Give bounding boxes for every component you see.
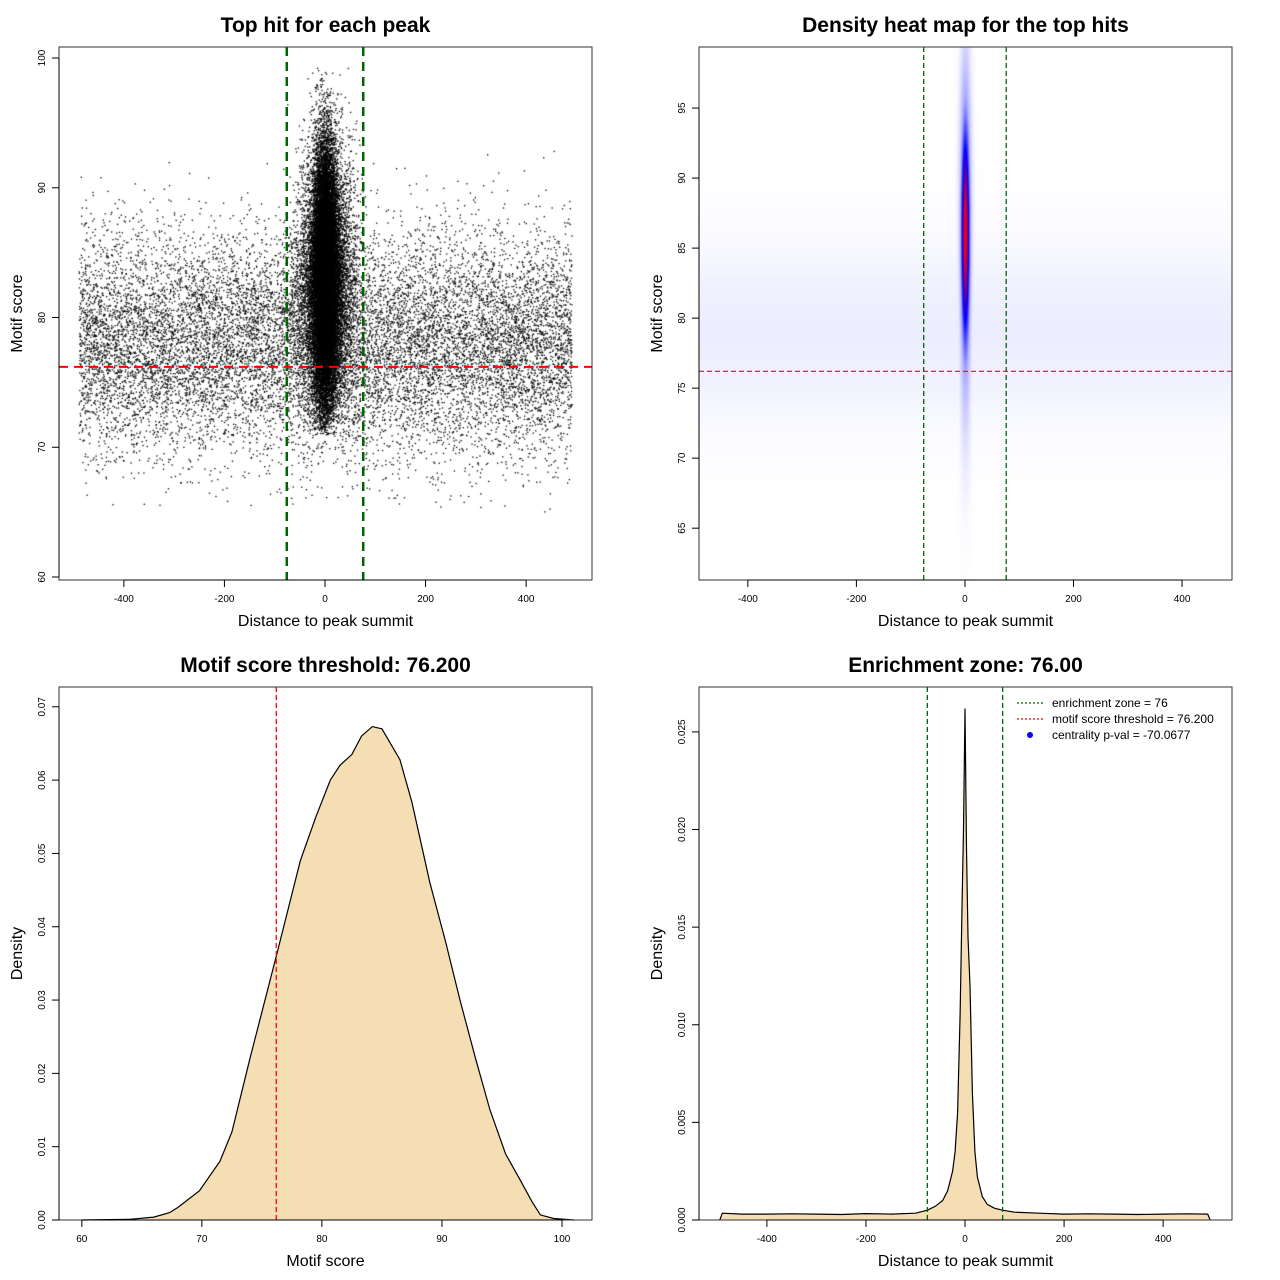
y-tick-label: 0.015 bbox=[677, 914, 688, 939]
x-tick-label: -200 bbox=[846, 594, 866, 605]
x-tick-label: -400 bbox=[738, 594, 758, 605]
density-heatmap bbox=[699, 47, 1232, 580]
x-tick-label: 100 bbox=[554, 1234, 571, 1245]
x-tick-label: -200 bbox=[856, 1234, 876, 1245]
y-tick-label: 0.04 bbox=[37, 917, 48, 937]
chart-title: Density heat map for the top hits bbox=[802, 14, 1129, 37]
density-fill bbox=[81, 726, 575, 1220]
y-tick-label: 90 bbox=[37, 182, 48, 194]
y-tick-label: 0.005 bbox=[677, 1109, 688, 1134]
y-tick-label: 90 bbox=[677, 172, 688, 184]
chart-title: Enrichment zone: 76.00 bbox=[848, 654, 1083, 677]
x-tick-label: 200 bbox=[1065, 594, 1082, 605]
y-tick-label: 0.07 bbox=[37, 697, 48, 717]
y-tick-label: 65 bbox=[677, 522, 688, 534]
x-tick-label: 0 bbox=[962, 594, 968, 605]
x-tick-label: 400 bbox=[518, 594, 535, 605]
x-tick-label: 200 bbox=[417, 594, 434, 605]
y-tick-label: 80 bbox=[37, 312, 48, 324]
legend-label: centrality p-val = -70.0677 bbox=[1052, 728, 1191, 742]
x-tick-label: 200 bbox=[1056, 1234, 1073, 1245]
density-fill bbox=[719, 708, 1211, 1220]
legend-label: enrichment zone = 76 bbox=[1052, 696, 1168, 710]
y-tick-label: 70 bbox=[37, 441, 48, 453]
y-tick-label: 0.03 bbox=[37, 990, 48, 1010]
x-tick-label: -200 bbox=[214, 594, 234, 605]
x-axis-label: Distance to peak summit bbox=[878, 1253, 1054, 1270]
y-tick-label: 0.025 bbox=[677, 719, 688, 744]
x-tick-label: -400 bbox=[114, 594, 134, 605]
y-tick-label: 0.02 bbox=[37, 1063, 48, 1083]
legend-label: motif score threshold = 76.200 bbox=[1052, 712, 1214, 726]
density-curve bbox=[719, 708, 1211, 1221]
x-tick-label: 0 bbox=[962, 1234, 968, 1245]
x-tick-label: -400 bbox=[757, 1234, 777, 1245]
x-tick-label: 80 bbox=[316, 1234, 328, 1245]
y-tick-label: 0.05 bbox=[37, 843, 48, 863]
y-tick-label: 0.06 bbox=[37, 770, 48, 790]
plot-frame bbox=[58, 46, 593, 581]
chart-title: Motif score threshold: 76.200 bbox=[180, 654, 471, 677]
y-tick-label: 95 bbox=[677, 102, 688, 114]
x-tick-label: 0 bbox=[322, 594, 328, 605]
x-tick-label: 90 bbox=[436, 1234, 448, 1245]
chart-title: Top hit for each peak bbox=[221, 14, 431, 37]
y-tick-label: 75 bbox=[677, 382, 688, 394]
x-axis-label: Motif score bbox=[286, 1253, 364, 1270]
y-tick-label: 60 bbox=[37, 571, 48, 583]
y-tick-label: 0.010 bbox=[677, 1012, 688, 1037]
y-axis-label: Density bbox=[9, 927, 26, 980]
y-tick-label: 80 bbox=[677, 312, 688, 324]
y-axis-label: Motif score bbox=[9, 274, 26, 352]
y-tick-label: 70 bbox=[677, 452, 688, 464]
x-tick-label: 400 bbox=[1174, 594, 1191, 605]
y-axis-label: Density bbox=[649, 927, 666, 980]
y-tick-label: 85 bbox=[677, 242, 688, 254]
scatter-points bbox=[59, 47, 592, 580]
x-tick-label: 60 bbox=[76, 1234, 88, 1245]
y-tick-label: 100 bbox=[37, 49, 48, 66]
y-tick-label: 0.000 bbox=[677, 1207, 688, 1232]
y-tick-label: 0.01 bbox=[37, 1137, 48, 1157]
density-curve bbox=[81, 725, 575, 1221]
y-tick-label: 0.00 bbox=[37, 1210, 48, 1230]
y-axis-label: Motif score bbox=[649, 274, 666, 352]
plot-frame bbox=[698, 46, 1233, 581]
x-axis-label: Distance to peak summit bbox=[878, 613, 1054, 630]
legend-dot bbox=[1027, 732, 1033, 738]
x-axis-label: Distance to peak summit bbox=[238, 613, 414, 630]
y-tick-label: 0.020 bbox=[677, 817, 688, 842]
x-tick-label: 70 bbox=[196, 1234, 208, 1245]
x-tick-label: 400 bbox=[1155, 1234, 1172, 1245]
